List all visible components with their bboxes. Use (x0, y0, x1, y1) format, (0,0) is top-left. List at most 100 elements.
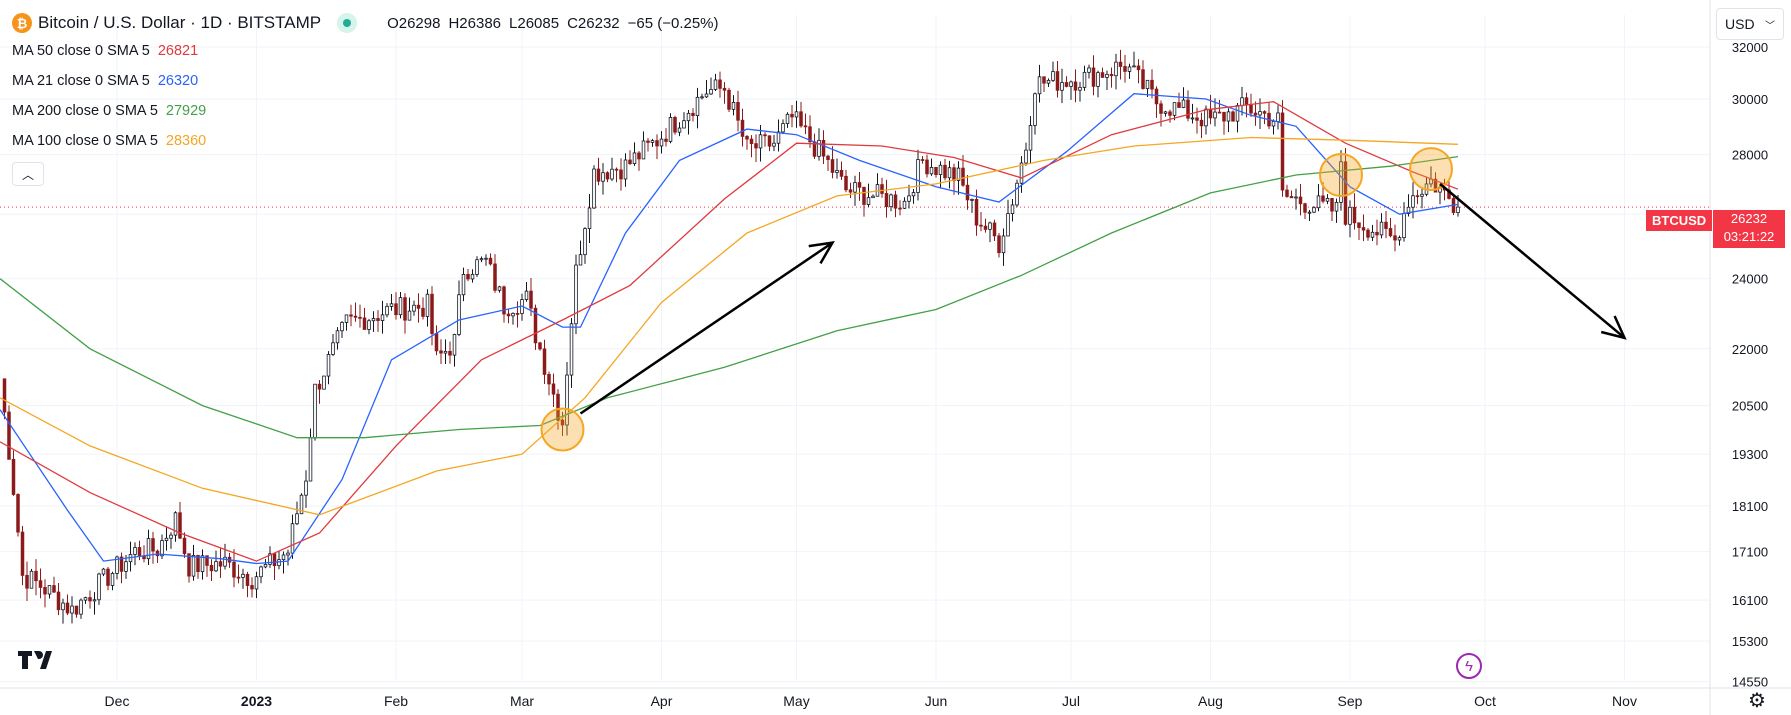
candle (277, 550, 281, 570)
candle (893, 190, 898, 218)
candle (38, 568, 43, 599)
indicator-ma100[interactable]: MA 100 close 0 SMA 5 28360 (12, 126, 719, 156)
candle (700, 93, 704, 100)
candle-body (52, 585, 56, 593)
candle (875, 173, 880, 197)
candle (344, 314, 349, 331)
candle-body (1330, 198, 1334, 212)
candle-body (488, 257, 493, 265)
y-tick-label: 32000 (1732, 40, 1768, 55)
candle (74, 605, 79, 618)
candle-body (524, 290, 529, 300)
lightning-icon[interactable]: ϟ (1456, 653, 1482, 679)
symbol-title[interactable]: Bitcoin / U.S. Dollar · 1D · BITSTAMP (38, 13, 322, 32)
candle (709, 77, 713, 95)
time-axis: Dec 2023 Feb Mar Apr May Jun Jul Aug Sep Oct Nov (0, 687, 1791, 709)
candle (497, 285, 502, 293)
candle-body (1096, 72, 1100, 87)
candle-body (250, 585, 254, 590)
candle-body (853, 182, 857, 193)
candle-body (1276, 112, 1280, 122)
candle-body (601, 172, 605, 182)
candle-body (1163, 111, 1168, 114)
x-tick-label: Mar (510, 693, 534, 709)
candle-body (434, 333, 439, 352)
candle-body (1402, 213, 1406, 239)
candle (1357, 222, 1361, 241)
candle-body (470, 274, 475, 280)
candle-body (961, 167, 965, 186)
candle (551, 373, 556, 407)
candle (263, 558, 268, 569)
candle (1051, 61, 1055, 83)
candle-body (1046, 79, 1051, 84)
candle (146, 529, 151, 565)
candle (241, 568, 245, 589)
candle-body (641, 140, 646, 160)
candle-body (1357, 222, 1361, 228)
candle-body (547, 374, 551, 385)
currency-label: USD (1725, 16, 1755, 32)
market-status-icon[interactable] (337, 13, 358, 33)
candle-body (299, 494, 304, 515)
candle (65, 594, 70, 616)
indicator-ma50[interactable]: MA 50 close 0 SMA 5 26821 (12, 36, 719, 66)
candle (1276, 105, 1280, 130)
candle-body (124, 561, 128, 572)
candle (992, 219, 997, 241)
candle (457, 280, 461, 337)
candle (695, 87, 700, 129)
candle-body (1186, 99, 1190, 119)
candle (790, 105, 794, 128)
candle-body (835, 170, 839, 173)
candle (110, 571, 115, 591)
candle-body (970, 198, 974, 201)
candle-body (1433, 178, 1438, 193)
candle (799, 101, 803, 128)
candle-body (1132, 65, 1136, 68)
indicator-ma200[interactable]: MA 200 close 0 SMA 5 27929 (12, 96, 719, 126)
candle-body (565, 374, 569, 426)
trend-arrow (1439, 182, 1626, 339)
candle-body (758, 134, 763, 149)
candle (1307, 209, 1312, 221)
collapse-legend-button[interactable]: ︿ (12, 162, 44, 186)
candle (1213, 98, 1217, 127)
tradingview-logo-icon[interactable] (18, 648, 52, 676)
candle (943, 158, 947, 181)
candle (1420, 188, 1424, 209)
candle (137, 540, 142, 561)
candle-body (92, 599, 97, 602)
gear-icon[interactable]: ⚙ (1748, 690, 1766, 712)
candle-body (475, 259, 479, 275)
candle (1177, 92, 1181, 108)
bar-countdown: 03:21:22 (1723, 229, 1775, 244)
candle-body (2, 378, 7, 413)
currency-select[interactable]: USD ﹀ (1716, 8, 1784, 40)
candle (218, 547, 223, 578)
indicator-ma21[interactable]: MA 21 close 0 SMA 5 26320 (12, 66, 719, 96)
candle (232, 549, 236, 588)
candle-body (538, 342, 542, 350)
candle (434, 325, 439, 356)
candle (83, 596, 88, 604)
candle-body (1190, 117, 1195, 120)
candle-body (421, 307, 425, 317)
candle-body (592, 168, 596, 209)
candle (164, 527, 169, 551)
candle-body (808, 126, 812, 143)
candle-body (20, 531, 25, 576)
candle-body (61, 602, 65, 611)
candle-body (691, 112, 695, 117)
candle (1267, 102, 1271, 130)
candle (1253, 101, 1258, 126)
candle-body (479, 258, 484, 261)
candle-body (1406, 206, 1411, 215)
candle (304, 470, 308, 508)
candle (1262, 110, 1267, 125)
candle-body (97, 573, 101, 601)
candle (605, 171, 610, 183)
candle (947, 160, 952, 189)
candle (479, 256, 484, 263)
